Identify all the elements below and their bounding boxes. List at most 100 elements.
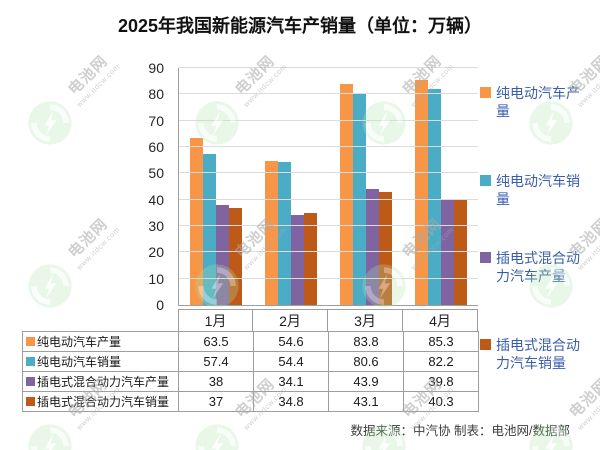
- bar: [229, 207, 243, 305]
- x-axis-label: 1月: [178, 309, 253, 332]
- bar: [440, 200, 454, 305]
- table-cell: 54.4: [254, 352, 329, 372]
- table-cell: 38: [179, 372, 254, 392]
- table-cell: 34.8: [254, 392, 329, 412]
- bar: [203, 153, 217, 305]
- series-swatch-icon: [26, 337, 35, 346]
- watermark-logo-icon: [27, 100, 73, 151]
- watermark-brand: 电池网: [566, 375, 600, 422]
- legend-label: 纯电动汽车产量: [496, 85, 580, 119]
- table-row-label: 纯电动汽车销量: [23, 352, 179, 372]
- table-row: 纯电动汽车产量 63.5 54.6 83.8 85.3: [23, 332, 479, 352]
- gridline: [179, 172, 478, 174]
- gridline: [179, 251, 478, 253]
- table-row-label: 纯电动汽车产量: [23, 332, 179, 352]
- table-cell: 34.1: [254, 372, 329, 392]
- y-axis-tick-label: 60: [148, 139, 164, 155]
- watermark-url: www.itdcw.com: [74, 61, 122, 109]
- watermark-text: 电池网 www.itdcw.com: [60, 47, 122, 109]
- bar: [427, 88, 441, 305]
- table-cell: 43.9: [329, 372, 404, 392]
- watermark-logo-icon: [194, 423, 240, 450]
- watermark-logo-icon: [27, 263, 73, 314]
- gridline: [179, 146, 478, 147]
- table-cell: 80.6: [329, 352, 404, 372]
- table-cell: 37: [179, 392, 254, 412]
- chart-title: 2025年我国新能源汽车产销量（单位：万辆）: [117, 16, 483, 36]
- gridline: [179, 277, 478, 279]
- bar: [265, 161, 279, 305]
- table-row: 纯电动汽车销量 57.4 54.4 80.6 82.2: [23, 352, 479, 372]
- table-cell: 39.8: [404, 372, 479, 392]
- bar: [216, 204, 230, 305]
- bar-group-3月: [329, 68, 404, 305]
- bar: [339, 84, 353, 305]
- gridline: [179, 93, 478, 95]
- gridline: [179, 67, 478, 68]
- legend-swatch-icon: [480, 175, 491, 186]
- table-row-label: 插电式混合动力汽车销量: [23, 392, 179, 412]
- series-swatch-icon: [26, 377, 35, 386]
- bar: [378, 191, 392, 305]
- table-row-label: 插电式混合动力汽车产量: [23, 372, 179, 392]
- table-cell: 82.2: [404, 352, 479, 372]
- series-name: 插电式混合动力汽车销量: [37, 395, 170, 409]
- series-name: 纯电动汽车产量: [37, 335, 122, 349]
- legend-item-phev-sales: 插电式混合动力汽车销量: [480, 336, 598, 372]
- legend-swatch-icon: [480, 339, 491, 350]
- watermark-brand: 电池网: [65, 215, 112, 262]
- plot-area: [178, 67, 478, 306]
- bar: [304, 213, 318, 305]
- y-axis-tick-label: 50: [148, 165, 164, 182]
- y-axis-tick-label: 40: [148, 191, 164, 208]
- gridline: [179, 119, 478, 121]
- table-cell: 83.8: [329, 332, 404, 352]
- bar: [278, 161, 292, 305]
- bar: [291, 215, 305, 305]
- legend-label: 插电式混合动力汽车产量: [496, 250, 580, 284]
- y-axis-tick-label: 10: [148, 270, 164, 287]
- data-table: 纯电动汽车产量 63.5 54.6 83.8 85.3 纯电动汽车销量 57.4…: [22, 331, 479, 412]
- bar: [414, 80, 428, 305]
- bar-group-2月: [254, 68, 329, 305]
- legend-item-pure-ev-sales: 纯电动汽车销量: [480, 172, 598, 208]
- series-name: 插电式混合动力汽车产量: [37, 375, 170, 389]
- y-axis: 0 10 20 30 40 50 60 70 80 90: [128, 60, 172, 313]
- legend-swatch-icon: [480, 252, 491, 263]
- watermark-url: www.itdcw.com: [74, 224, 122, 272]
- table-row: 插电式混合动力汽车销量 37 34.8 43.1 40.3: [23, 392, 479, 412]
- watermark-logo-icon: [27, 423, 73, 450]
- watermark-url: www.itdcw.com: [575, 384, 600, 432]
- legend-item-pure-ev-production: 纯电动汽车产量: [480, 84, 598, 120]
- legend-item-phev-production: 插电式混合动力汽车产量: [480, 249, 598, 285]
- gridline: [179, 225, 478, 226]
- y-axis-tick-label: 70: [148, 112, 164, 129]
- bar-groups: [179, 68, 478, 305]
- series-name: 纯电动汽车销量: [37, 355, 122, 369]
- table-cell: 57.4: [179, 352, 254, 372]
- y-axis-tick-label: 90: [148, 60, 164, 76]
- x-axis-label: 4月: [403, 309, 478, 332]
- table-cell: 43.1: [329, 392, 404, 412]
- table-cell: 85.3: [404, 332, 479, 352]
- legend-swatch-icon: [480, 87, 491, 98]
- x-axis-label: 2月: [253, 309, 328, 332]
- y-axis-tick-label: 80: [148, 86, 164, 103]
- x-axis-header-row: 1月 2月 3月 4月: [178, 309, 478, 332]
- y-axis-tick-label: 20: [148, 244, 164, 261]
- bar-group-1月: [179, 68, 254, 305]
- gridline: [179, 198, 478, 200]
- table-cell: 54.6: [254, 332, 329, 352]
- legend-label: 纯电动汽车销量: [496, 173, 580, 207]
- table-cell: 63.5: [179, 332, 254, 352]
- y-axis-tick-label: 30: [148, 218, 164, 234]
- table-cell: 40.3: [404, 392, 479, 412]
- data-source-note: 数据来源：中汽协 制表：电池网/数据部: [350, 424, 570, 438]
- table-row: 插电式混合动力汽车产量 38 34.1 43.9 39.8: [23, 372, 479, 392]
- watermark-text: 电池网 www.itdcw.com: [60, 210, 122, 272]
- series-swatch-icon: [26, 397, 35, 406]
- bar-group-4月: [403, 68, 478, 305]
- watermark-brand: 电池网: [65, 52, 112, 99]
- bar: [190, 137, 204, 305]
- x-axis-label: 3月: [328, 309, 403, 332]
